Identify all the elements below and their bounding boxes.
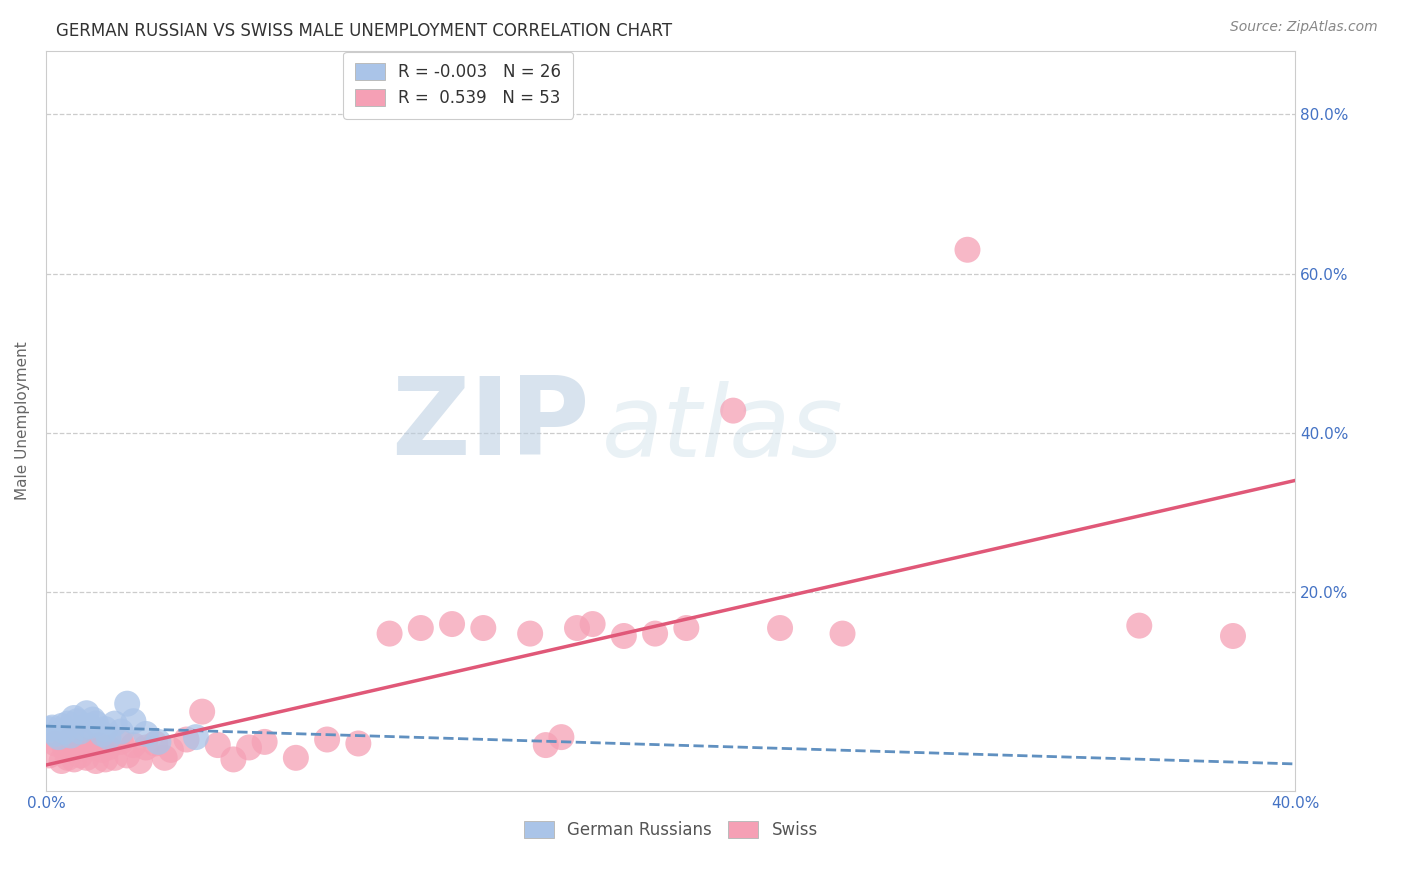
Point — [831, 626, 853, 640]
Point — [409, 621, 432, 635]
Point — [51, 754, 73, 768]
Point — [51, 719, 73, 733]
Point — [41, 721, 63, 735]
Point — [613, 629, 636, 643]
Point — [115, 697, 138, 711]
Point — [191, 705, 214, 719]
Point — [56, 751, 79, 765]
Point — [48, 730, 70, 744]
Point — [253, 735, 276, 749]
Point — [59, 732, 82, 747]
Text: atlas: atlas — [602, 382, 844, 478]
Point — [91, 743, 114, 757]
Point — [721, 403, 744, 417]
Point — [104, 751, 127, 765]
Text: GERMAN RUSSIAN VS SWISS MALE UNEMPLOYMENT CORRELATION CHART: GERMAN RUSSIAN VS SWISS MALE UNEMPLOYMEN… — [56, 22, 672, 40]
Point — [76, 706, 98, 721]
Point — [76, 751, 98, 765]
Point — [38, 722, 60, 736]
Point — [38, 748, 60, 763]
Point — [565, 621, 588, 635]
Point — [72, 735, 94, 749]
Point — [769, 621, 792, 635]
Y-axis label: Male Unemployment: Male Unemployment — [15, 342, 30, 500]
Point — [97, 730, 120, 744]
Point — [122, 738, 145, 752]
Point — [94, 722, 117, 736]
Point — [56, 716, 79, 731]
Point — [69, 724, 91, 739]
Point — [87, 738, 110, 752]
Point — [84, 754, 107, 768]
Point — [519, 626, 541, 640]
Point — [59, 729, 82, 743]
Point — [110, 724, 132, 739]
Point — [135, 740, 157, 755]
Point — [122, 714, 145, 729]
Point — [222, 752, 245, 766]
Point — [135, 727, 157, 741]
Point — [176, 732, 198, 747]
Point — [63, 752, 86, 766]
Point — [84, 716, 107, 731]
Point — [1128, 618, 1150, 632]
Point — [72, 721, 94, 735]
Point — [63, 711, 86, 725]
Point — [66, 714, 89, 729]
Point — [316, 732, 339, 747]
Point — [82, 740, 104, 755]
Point — [472, 621, 495, 635]
Point — [44, 727, 66, 741]
Point — [675, 621, 697, 635]
Point — [69, 748, 91, 763]
Point — [115, 748, 138, 763]
Point — [148, 735, 170, 749]
Point — [644, 626, 666, 640]
Point — [110, 735, 132, 749]
Point — [550, 730, 572, 744]
Point — [207, 738, 229, 752]
Point — [534, 738, 557, 752]
Point — [53, 740, 76, 755]
Legend: German Russians, Swiss: German Russians, Swiss — [517, 814, 824, 846]
Point — [66, 738, 89, 752]
Point — [91, 727, 114, 741]
Point — [1222, 629, 1244, 643]
Point — [53, 724, 76, 739]
Point — [284, 751, 307, 765]
Point — [104, 716, 127, 731]
Point — [44, 737, 66, 751]
Point — [160, 743, 183, 757]
Point — [143, 737, 166, 751]
Point — [153, 751, 176, 765]
Text: Source: ZipAtlas.com: Source: ZipAtlas.com — [1230, 20, 1378, 34]
Point — [97, 740, 120, 755]
Point — [581, 617, 603, 632]
Point — [347, 737, 370, 751]
Point — [79, 719, 101, 733]
Point — [238, 740, 260, 755]
Text: ZIP: ZIP — [391, 372, 589, 478]
Point — [128, 754, 150, 768]
Point — [184, 730, 207, 744]
Point — [956, 243, 979, 257]
Point — [378, 626, 401, 640]
Point — [94, 752, 117, 766]
Point — [441, 617, 464, 632]
Point — [82, 713, 104, 727]
